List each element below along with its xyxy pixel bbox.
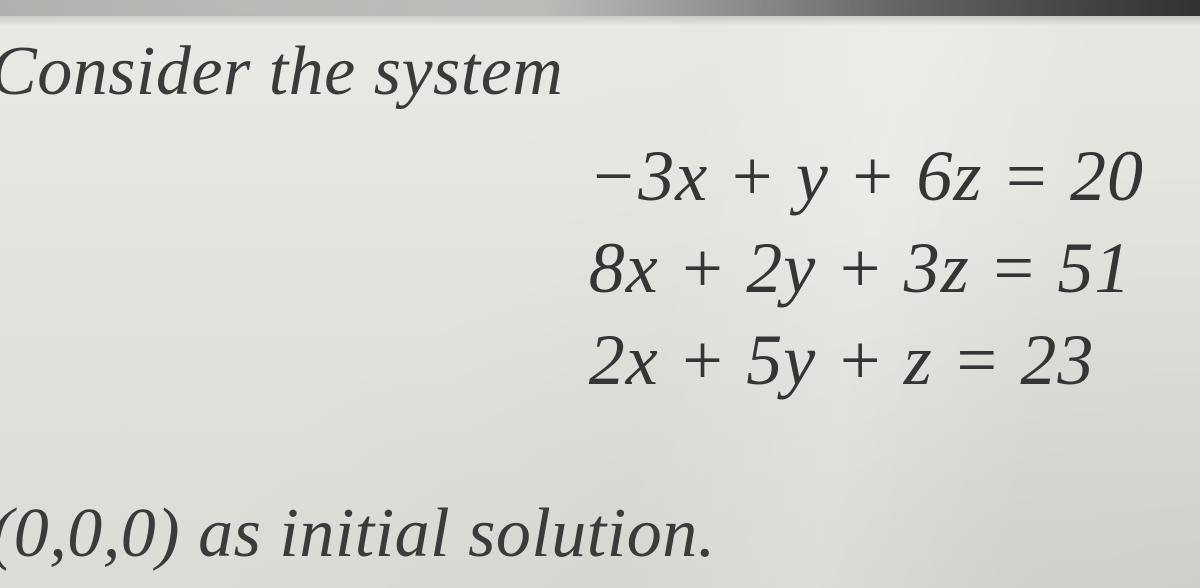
outro-text: (0,0,0) as initial solution.: [0, 494, 716, 574]
initial-solution-tuple: (0,0,0): [0, 495, 180, 572]
outro-tail: as initial solution.: [180, 495, 716, 572]
equation-3: 2x + 5y + z = 23: [589, 314, 1144, 406]
equation-block: −3x + y + 6z = 20 8x + 2y + 3z = 51 2x +…: [589, 130, 1144, 406]
page-content: Consider the system −3x + y + 6z = 20 8x…: [0, 32, 1180, 588]
photo-top-edge: [0, 0, 1200, 16]
intro-text: Consider the system: [0, 32, 1180, 112]
equation-2: 8x + 2y + 3z = 51: [589, 222, 1144, 314]
equation-1: −3x + y + 6z = 20: [589, 130, 1144, 222]
